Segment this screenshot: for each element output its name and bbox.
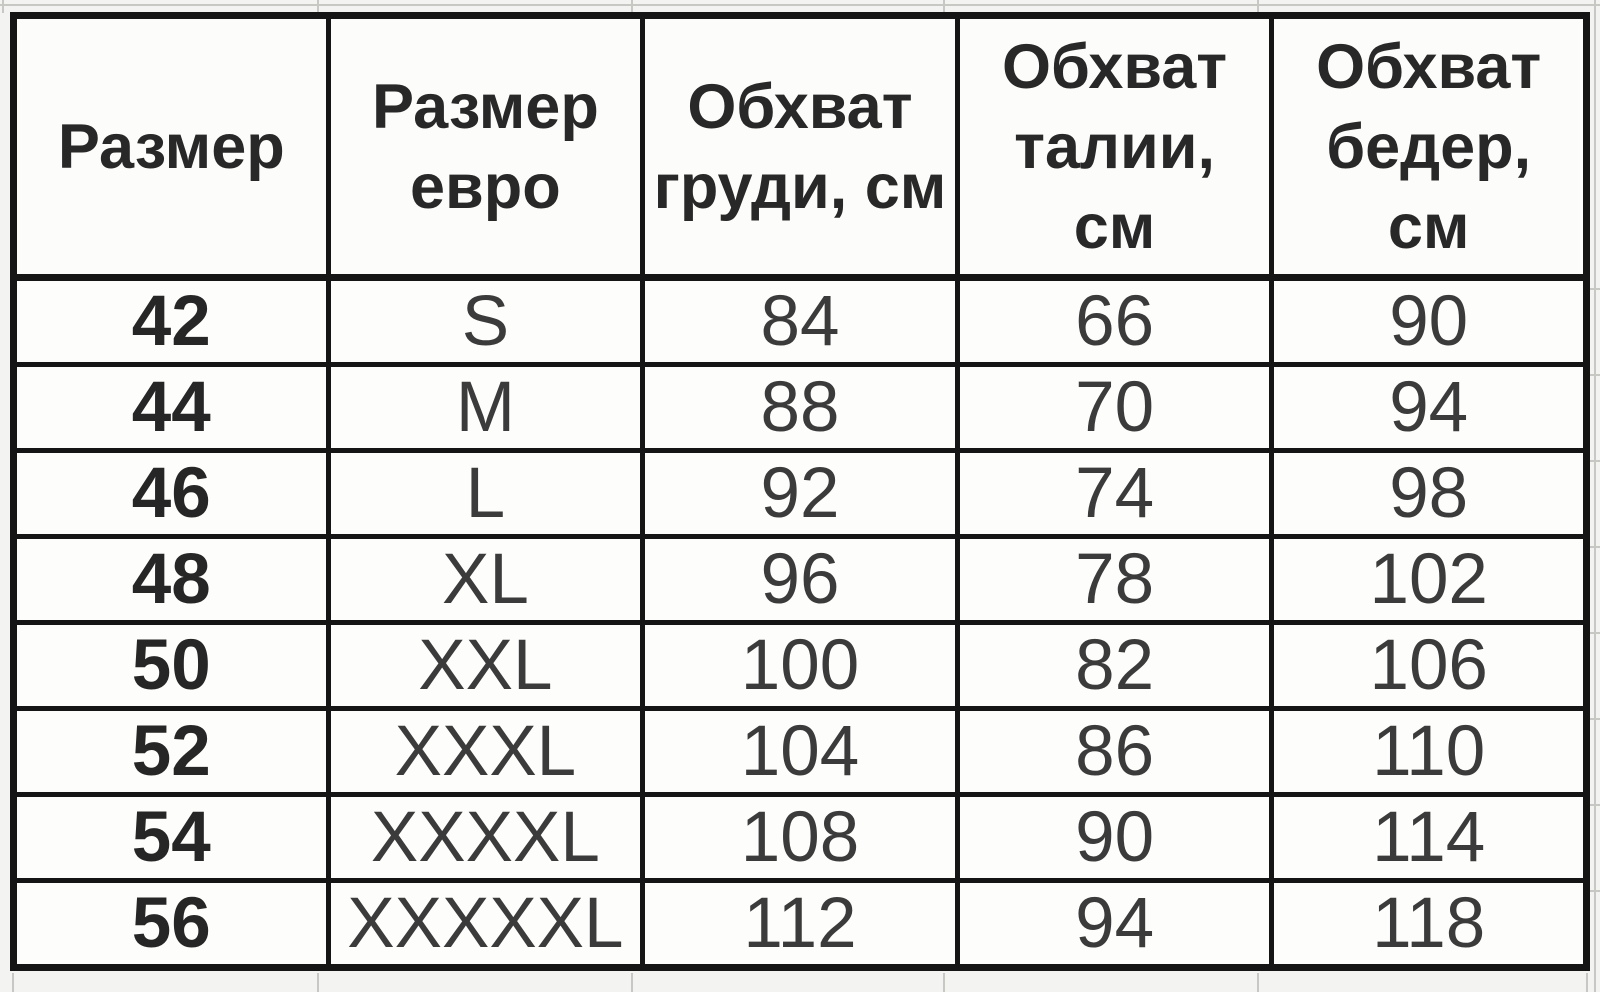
- table-cell: 102: [1269, 534, 1589, 625]
- table-cell: L: [325, 448, 646, 539]
- gridline-stub: [1257, 0, 1259, 13]
- gridline-stub: [631, 973, 633, 992]
- gridline-stub: [1588, 374, 1600, 376]
- table-header: Размер Размер евро Обхват груди, см Обхв…: [11, 13, 1589, 281]
- col-header-size: Размер: [11, 13, 331, 281]
- table-cell: 104: [640, 706, 960, 797]
- gridline-stub: [2, 0, 4, 13]
- table-cell: 50: [11, 620, 331, 711]
- gridline-stub: [317, 973, 319, 992]
- gridline-stub: [12, 973, 14, 992]
- table-cell: 48: [11, 534, 331, 625]
- table-row: 56 XXXXXL 112 94 118: [11, 878, 1589, 970]
- col-header-waist: Обхват талии, см: [954, 13, 1275, 281]
- table-cell: 100: [640, 620, 960, 711]
- table-cell: 90: [954, 792, 1275, 883]
- gridline-stub: [943, 973, 945, 992]
- table-cell: 46: [11, 448, 331, 539]
- gridline-stub: [1586, 973, 1588, 992]
- table-row: 42 S 84 66 90: [11, 275, 1589, 367]
- gridline-stub: [1257, 973, 1259, 992]
- table-body: 42 S 84 66 90 44 M 88 70 94 46 L 92 74 98 48 XL 96 78 102 50…: [11, 275, 1589, 970]
- table-cell: 94: [954, 878, 1275, 970]
- gridline-stub: [1588, 288, 1600, 290]
- table-row: 48 XL 96 78 102: [11, 534, 1589, 625]
- table-cell: 54: [11, 792, 331, 883]
- table-cell: XXXXXL: [325, 878, 646, 970]
- table-cell: 112: [640, 878, 960, 970]
- table-cell: 42: [11, 275, 331, 367]
- table-cell: 114: [1269, 792, 1589, 883]
- table-cell: 98: [1269, 448, 1589, 539]
- gridline-stub: [1588, 460, 1600, 462]
- table-cell: 82: [954, 620, 1275, 711]
- gridline-stub: [943, 0, 945, 13]
- header-row: Размер Размер евро Обхват груди, см Обхв…: [11, 13, 1589, 281]
- gridline-right-vertical: [1594, 0, 1596, 992]
- table-cell: 90: [1269, 275, 1589, 367]
- col-header-size-euro: Размер евро: [325, 13, 646, 281]
- table-cell: 44: [11, 362, 331, 453]
- table-row: 50 XXL 100 82 106: [11, 620, 1589, 711]
- table-cell: 108: [640, 792, 960, 883]
- table-cell: 110: [1269, 706, 1589, 797]
- gridline-stub: [1588, 632, 1600, 634]
- table-cell: 86: [954, 706, 1275, 797]
- table-cell: XXL: [325, 620, 646, 711]
- table-cell: XL: [325, 534, 646, 625]
- table-cell: 52: [11, 706, 331, 797]
- gridline-stub: [1588, 890, 1600, 892]
- table-cell: 118: [1269, 878, 1589, 970]
- gridline-stub: [1588, 718, 1600, 720]
- table-row: 46 L 92 74 98: [11, 448, 1589, 539]
- gridline-stub: [317, 0, 319, 13]
- gridline-stub: [1588, 804, 1600, 806]
- table-row: 44 M 88 70 94: [11, 362, 1589, 453]
- table-cell: 84: [640, 275, 960, 367]
- col-header-hips: Обхват бедер, см: [1269, 13, 1589, 281]
- gridline-stub: [631, 0, 633, 13]
- table-cell: 92: [640, 448, 960, 539]
- table-cell: S: [325, 275, 646, 367]
- table-cell: XXXXL: [325, 792, 646, 883]
- table-cell: 56: [11, 878, 331, 970]
- table-cell: 106: [1269, 620, 1589, 711]
- table-cell: 94: [1269, 362, 1589, 453]
- table-cell: 78: [954, 534, 1275, 625]
- table-cell: 70: [954, 362, 1275, 453]
- col-header-chest: Обхват груди, см: [640, 13, 960, 281]
- size-chart-table: Размер Размер евро Обхват груди, см Обхв…: [10, 12, 1590, 971]
- gridline-top-horizontal: [0, 4, 1600, 6]
- table-cell: 66: [954, 275, 1275, 367]
- table-cell: M: [325, 362, 646, 453]
- table-cell: 88: [640, 362, 960, 453]
- table-row: 54 XXXXL 108 90 114: [11, 792, 1589, 883]
- table-cell: XXXL: [325, 706, 646, 797]
- table-row: 52 XXXL 104 86 110: [11, 706, 1589, 797]
- table-cell: 74: [954, 448, 1275, 539]
- table-cell: 96: [640, 534, 960, 625]
- gridline-stub: [1588, 546, 1600, 548]
